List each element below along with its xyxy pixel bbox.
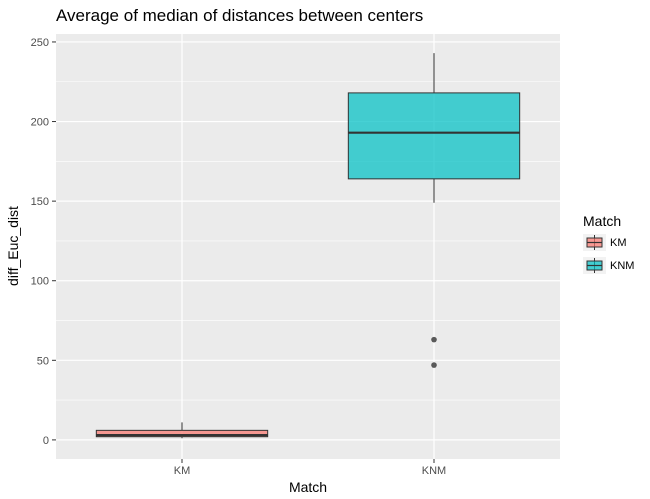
outlier-point (431, 362, 437, 368)
outlier-point (431, 336, 437, 343)
legend-label: KM (610, 237, 627, 249)
y-tick-label: 50 (37, 355, 49, 367)
y-tick-label: 150 (31, 196, 49, 208)
y-axis: 0 50 100 150 200 250 (31, 37, 56, 447)
box-body (95, 429, 269, 438)
chart-title: Average of median of distances between c… (56, 6, 423, 25)
y-axis-title: diff_Euc_dist (5, 206, 21, 286)
legend-label: KNM (610, 260, 634, 272)
x-axis-title: Match (289, 479, 327, 495)
x-tick-label: KNM (422, 465, 446, 477)
legend-item-knm: KNM (583, 257, 634, 274)
box-knm (347, 53, 521, 368)
box-series (95, 53, 521, 439)
y-tick-label: 0 (43, 435, 49, 447)
x-tick-label: KM (174, 465, 191, 477)
y-tick-label: 100 (31, 276, 49, 288)
y-tick-label: 250 (31, 37, 49, 49)
legend-item-km: KM (583, 234, 627, 251)
y-tick-label: 200 (31, 117, 49, 129)
box-km (95, 422, 269, 439)
box-body (347, 92, 521, 180)
x-axis: KM KNM (174, 459, 446, 477)
legend-title: Match (583, 213, 621, 229)
legend: Match KM KNM (583, 213, 634, 274)
